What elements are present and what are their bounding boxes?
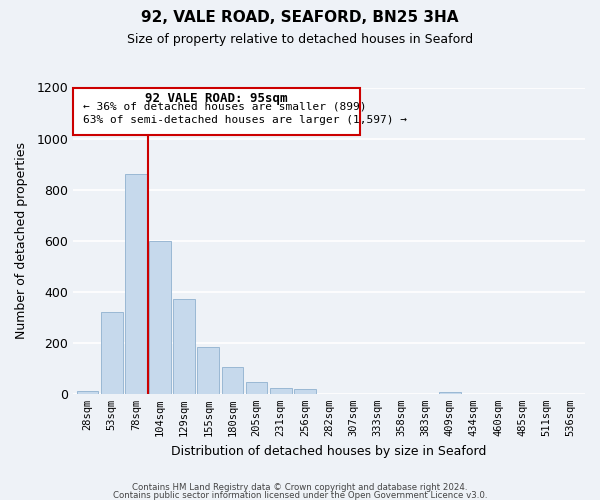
- Text: Size of property relative to detached houses in Seaford: Size of property relative to detached ho…: [127, 32, 473, 46]
- Text: Contains HM Land Registry data © Crown copyright and database right 2024.: Contains HM Land Registry data © Crown c…: [132, 484, 468, 492]
- Y-axis label: Number of detached properties: Number of detached properties: [15, 142, 28, 339]
- Bar: [101, 312, 122, 394]
- Text: ← 36% of detached houses are smaller (899): ← 36% of detached houses are smaller (89…: [83, 102, 367, 112]
- Bar: [246, 382, 268, 394]
- Text: 92, VALE ROAD, SEAFORD, BN25 3HA: 92, VALE ROAD, SEAFORD, BN25 3HA: [141, 10, 459, 25]
- Bar: [221, 367, 244, 394]
- Bar: [294, 389, 316, 394]
- Text: 92 VALE ROAD: 95sqm: 92 VALE ROAD: 95sqm: [145, 92, 287, 105]
- Bar: [149, 240, 171, 394]
- FancyBboxPatch shape: [73, 88, 360, 135]
- Bar: [439, 392, 461, 394]
- Bar: [173, 300, 195, 394]
- Bar: [125, 174, 147, 394]
- Bar: [197, 346, 219, 394]
- Bar: [270, 388, 292, 394]
- Bar: [77, 392, 98, 394]
- Text: 63% of semi-detached houses are larger (1,597) →: 63% of semi-detached houses are larger (…: [83, 115, 407, 125]
- Text: Contains public sector information licensed under the Open Government Licence v3: Contains public sector information licen…: [113, 490, 487, 500]
- X-axis label: Distribution of detached houses by size in Seaford: Distribution of detached houses by size …: [172, 444, 487, 458]
